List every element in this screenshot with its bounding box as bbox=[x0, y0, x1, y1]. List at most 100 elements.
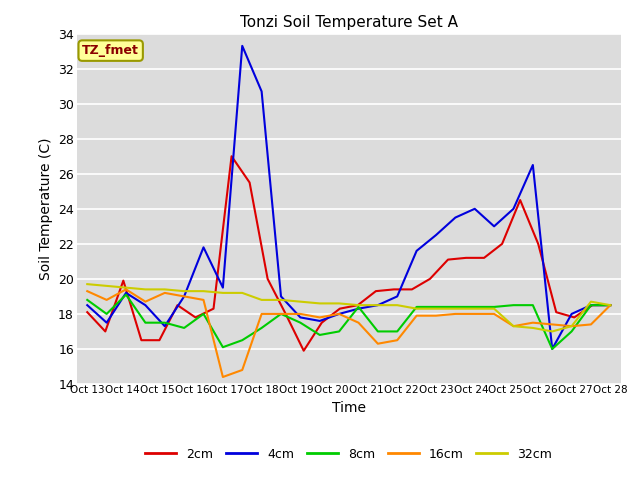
16cm bbox=[413, 313, 420, 319]
32cm bbox=[394, 302, 401, 308]
4cm bbox=[335, 311, 343, 317]
16cm bbox=[587, 322, 595, 327]
Title: Tonzi Soil Temperature Set A: Tonzi Soil Temperature Set A bbox=[240, 15, 458, 30]
32cm bbox=[180, 288, 188, 294]
8cm bbox=[607, 302, 614, 308]
16cm bbox=[509, 324, 517, 329]
16cm bbox=[471, 311, 479, 317]
16cm bbox=[103, 297, 111, 303]
4cm bbox=[122, 290, 130, 296]
8cm bbox=[219, 344, 227, 350]
2cm bbox=[408, 287, 416, 292]
8cm bbox=[587, 302, 595, 308]
4cm bbox=[413, 248, 420, 254]
2cm bbox=[191, 314, 199, 320]
16cm bbox=[607, 302, 614, 308]
4cm bbox=[83, 302, 91, 308]
2cm bbox=[354, 302, 362, 308]
32cm bbox=[568, 324, 575, 329]
2cm bbox=[300, 348, 308, 354]
32cm bbox=[296, 299, 304, 304]
2cm bbox=[607, 302, 614, 308]
32cm bbox=[316, 300, 324, 306]
8cm bbox=[258, 325, 266, 331]
4cm bbox=[316, 318, 324, 324]
4cm bbox=[529, 162, 537, 168]
16cm bbox=[568, 324, 575, 329]
2cm bbox=[570, 314, 578, 320]
8cm bbox=[83, 297, 91, 303]
2cm bbox=[83, 309, 91, 315]
4cm bbox=[451, 215, 459, 220]
4cm bbox=[103, 320, 111, 325]
4cm bbox=[355, 306, 362, 312]
16cm bbox=[200, 297, 207, 303]
32cm bbox=[161, 287, 168, 292]
4cm bbox=[374, 302, 381, 308]
16cm bbox=[374, 341, 381, 347]
8cm bbox=[180, 325, 188, 331]
16cm bbox=[161, 290, 168, 296]
16cm bbox=[141, 299, 149, 304]
8cm bbox=[239, 337, 246, 343]
32cm bbox=[219, 290, 227, 296]
8cm bbox=[509, 302, 517, 308]
16cm bbox=[394, 337, 401, 343]
16cm bbox=[548, 322, 556, 327]
4cm bbox=[548, 346, 556, 352]
16cm bbox=[316, 314, 324, 320]
4cm bbox=[509, 206, 517, 212]
4cm bbox=[471, 206, 479, 212]
32cm bbox=[471, 306, 479, 312]
32cm bbox=[355, 302, 362, 308]
32cm bbox=[587, 299, 595, 304]
4cm bbox=[568, 311, 575, 317]
2cm bbox=[138, 337, 145, 343]
8cm bbox=[122, 292, 130, 298]
32cm bbox=[122, 285, 130, 290]
2cm bbox=[336, 306, 344, 312]
4cm bbox=[258, 88, 266, 94]
8cm bbox=[161, 320, 168, 325]
2cm bbox=[552, 309, 560, 315]
32cm bbox=[200, 288, 207, 294]
4cm bbox=[219, 285, 227, 290]
8cm bbox=[103, 311, 111, 317]
4cm bbox=[587, 302, 595, 308]
2cm bbox=[264, 276, 271, 282]
8cm bbox=[394, 328, 401, 334]
16cm bbox=[296, 311, 304, 317]
32cm bbox=[529, 325, 537, 331]
2cm bbox=[444, 257, 452, 263]
8cm bbox=[141, 320, 149, 325]
32cm bbox=[239, 290, 246, 296]
32cm bbox=[374, 302, 381, 308]
8cm bbox=[200, 311, 207, 317]
Line: 8cm: 8cm bbox=[87, 295, 611, 349]
Line: 16cm: 16cm bbox=[87, 289, 611, 377]
8cm bbox=[413, 304, 420, 310]
2cm bbox=[210, 306, 218, 312]
Y-axis label: Soil Temperature (C): Soil Temperature (C) bbox=[38, 138, 52, 280]
2cm bbox=[173, 302, 181, 308]
16cm bbox=[432, 313, 440, 319]
2cm bbox=[390, 287, 397, 292]
32cm bbox=[335, 300, 343, 306]
16cm bbox=[277, 311, 285, 317]
16cm bbox=[239, 367, 246, 373]
32cm bbox=[103, 283, 111, 289]
16cm bbox=[490, 311, 498, 317]
2cm bbox=[588, 302, 596, 308]
8cm bbox=[355, 304, 362, 310]
Text: TZ_fmet: TZ_fmet bbox=[82, 44, 139, 57]
8cm bbox=[451, 304, 459, 310]
32cm bbox=[451, 306, 459, 312]
8cm bbox=[548, 346, 556, 352]
2cm bbox=[318, 320, 326, 325]
32cm bbox=[607, 302, 614, 308]
2cm bbox=[102, 328, 109, 334]
8cm bbox=[374, 328, 381, 334]
2cm bbox=[372, 288, 380, 294]
32cm bbox=[258, 297, 266, 303]
16cm bbox=[122, 287, 130, 292]
